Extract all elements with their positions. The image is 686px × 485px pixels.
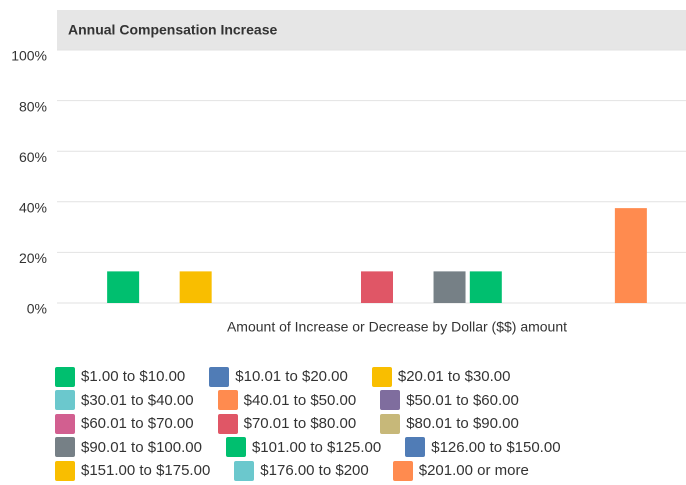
legend-item: $50.01 to $60.00 [380,390,519,411]
legend-label: $40.01 to $50.00 [243,391,357,409]
legend-swatch [217,390,238,411]
chart-title: Annual Compensation Increase [68,22,277,38]
legend-swatch [217,413,238,434]
bar [433,271,466,303]
legend-swatch [371,366,392,387]
legend-label: $151.00 to $175.00 [81,462,211,480]
legend-swatch [55,460,75,481]
legend-row: $60.01 to $70.00 $70.01 to $80.00 $80.01 t… [55,412,585,436]
legend-swatch [380,413,401,434]
legend-label: $1.00 to $10.00 [81,368,186,386]
legend-label: $126.00 to $150.00 [431,438,561,456]
legend-label: $90.01 to $100.00 [81,438,202,456]
header-bar [57,10,686,50]
legend-label: $20.01 to $30.00 [397,368,511,386]
y-tick-label: 100% [11,48,47,64]
legend-label: $50.01 to $60.00 [406,391,519,409]
legend-row: $30.01 to $40.00 $40.01 to $50.00 $50.01 t… [55,389,585,413]
legend-row: $90.01 to $100.00 $101.00 to $125.00 $126.… [55,436,585,460]
legend-swatch [55,366,75,387]
legend-item: $90.01 to $100.00 [55,437,202,458]
y-tick-label: 20% [19,250,47,266]
legend-swatch [209,366,230,387]
legend-label: $201.00 or more [418,462,529,480]
y-tick-label: 60% [19,149,47,165]
bar [614,208,647,303]
x-axis-title: Amount of Increase or Decrease by Dollar… [227,319,567,335]
chart: Annual Compensation Increase Amount of I… [11,10,686,335]
y-tick-label: 0% [27,301,47,317]
legend-label: $30.01 to $40.00 [81,391,194,409]
legend-row: $151.00 to $175.00 $176.00 to $200 $201.00… [55,459,585,483]
legend-label: $60.01 to $70.00 [81,415,194,433]
legend-swatch [380,390,401,411]
legend-item: $40.01 to $50.00 [217,390,357,411]
legend-swatch [234,460,255,481]
legend-label: $176.00 to $200 [260,462,369,480]
legend-item: $80.01 to $90.00 [380,413,519,434]
legend-item: $176.00 to $200 [234,460,369,481]
legend-item: $10.01 to $20.00 [209,366,348,387]
legend-item: $30.01 to $40.00 [55,390,194,411]
bar [179,271,212,303]
legend: $1.00 to $10.00 $10.01 to $20.00 $20.01 to… [55,365,585,483]
legend-swatch [55,437,75,458]
legend-item: $101.00 to $125.00 [225,437,382,458]
legend-swatch [55,390,75,411]
legend-row: $1.00 to $10.00 $10.01 to $20.00 $20.01 to… [55,365,585,389]
bar [469,271,502,303]
y-tick-label: 40% [19,200,47,216]
legend-label: $10.01 to $20.00 [235,368,348,386]
legend-item: $20.01 to $30.00 [371,366,511,387]
legend-label: $80.01 to $90.00 [406,415,519,433]
legend-item: $1.00 to $10.00 [55,366,186,387]
legend-label: $70.01 to $80.00 [243,415,357,433]
legend-swatch [55,413,75,434]
bar [107,271,140,303]
y-tick-label: 80% [19,98,47,114]
legend-item: $151.00 to $175.00 [55,460,211,481]
legend-swatch [225,437,246,458]
legend-item: $201.00 or more [392,460,529,481]
legend-swatch [405,437,426,458]
bar [361,271,393,303]
legend-swatch [392,460,413,481]
legend-item: $126.00 to $150.00 [405,437,561,458]
legend-item: $60.01 to $70.00 [55,413,194,434]
legend-label: $101.00 to $125.00 [251,438,382,456]
legend-item: $70.01 to $80.00 [217,413,357,434]
